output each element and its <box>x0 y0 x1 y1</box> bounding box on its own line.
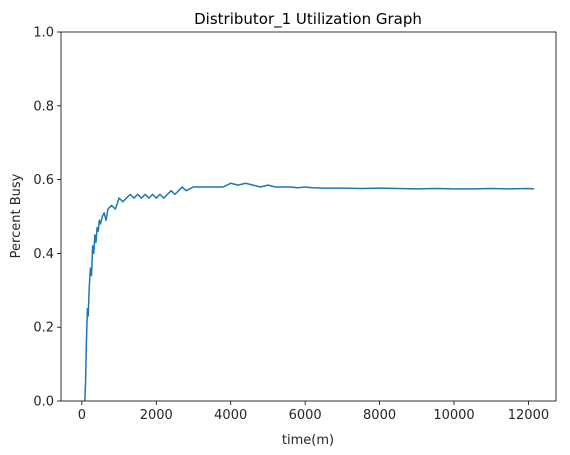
series-line <box>84 182 535 402</box>
x-tick-label: 0 <box>78 408 86 423</box>
y-tick-label: 0.8 <box>33 99 54 114</box>
x-tick-label: 12000 <box>508 408 549 423</box>
y-tick-label: 0.6 <box>33 173 54 188</box>
plot-area <box>60 31 557 402</box>
x-tick-label: 6000 <box>289 408 322 423</box>
y-tick-label: 1.0 <box>33 26 54 41</box>
x-tick-label: 4000 <box>214 408 247 423</box>
x-tick-label: 2000 <box>140 408 173 423</box>
y-tick-label: 0.0 <box>33 395 54 410</box>
x-axis-title: time(m) <box>282 433 334 448</box>
x-axis: 0 2000 4000 6000 8000 10000 12000 <box>78 401 549 423</box>
x-tick-label: 8000 <box>363 408 396 423</box>
y-axis-title: Percent Busy <box>9 173 24 258</box>
y-tick-label: 0.4 <box>33 247 54 262</box>
plot-frame <box>60 31 557 402</box>
y-tick-label: 0.2 <box>33 321 54 336</box>
y-axis: 0.0 0.2 0.4 0.6 0.8 1.0 <box>33 26 61 410</box>
chart-title: Distributor_1 Utilization Graph <box>194 10 422 29</box>
x-tick-label: 10000 <box>433 408 474 423</box>
